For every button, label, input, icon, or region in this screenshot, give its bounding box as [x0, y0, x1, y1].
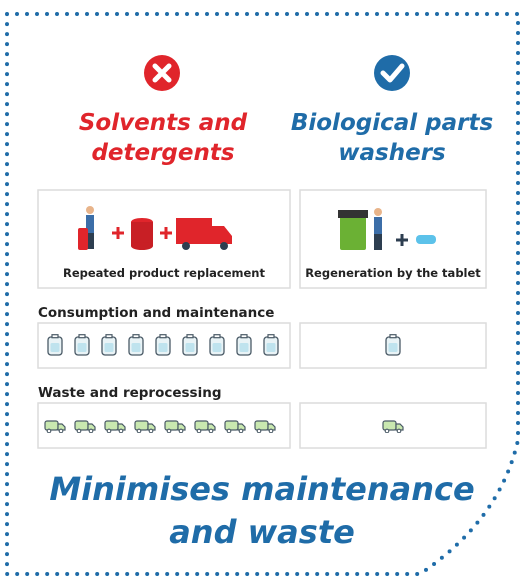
row-label: Consumption and maintenance — [38, 305, 274, 321]
row-label: Waste and reprocessing — [38, 385, 222, 401]
panel-caption: Regeneration by the tablet — [305, 266, 481, 280]
column-heading: Solvents and — [79, 110, 248, 136]
infographic: Solvents and detergents Biological parts… — [0, 0, 525, 586]
panel-caption: Repeated product replacement — [63, 266, 266, 280]
good-icon — [374, 55, 410, 91]
footer-line: and waste — [169, 513, 355, 551]
bad-icon — [144, 55, 180, 91]
column-heading: detergents — [91, 140, 234, 166]
column-heading: washers — [338, 140, 445, 166]
footer-line: Minimises maintenance — [49, 470, 474, 508]
column-heading: Biological parts — [291, 110, 493, 136]
